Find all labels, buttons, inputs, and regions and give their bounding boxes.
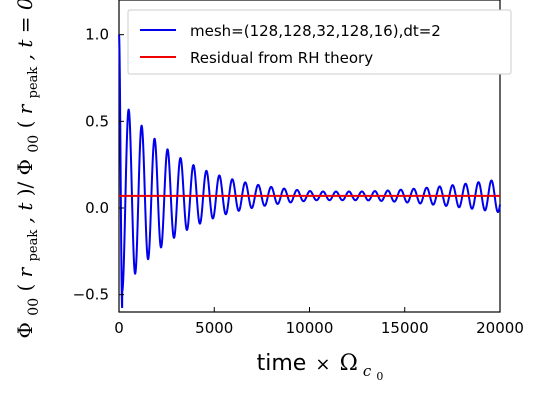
y-title-open: ( [13,284,37,292]
y-tick-label: 0.5 [85,112,109,130]
legend-label-residual: Residual from RH theory [190,49,373,67]
y-title-comma-t: , t [13,202,37,224]
y-title-r-2: r [13,103,37,114]
y-title-sub00: 00 [26,298,42,316]
x-tick-label: 5000 [195,319,233,337]
y-title-open-2: ( [13,121,37,129]
y-title-phi: Φ [13,322,37,338]
x-tick-label: 10000 [286,319,334,337]
y-tick-label: 1.0 [85,26,109,44]
legend: mesh=(128,128,32,128,16),dt=2 Residual f… [127,9,512,75]
x-axis-title-omega: Ω [340,351,358,376]
y-title-peak-2: peak [26,67,41,99]
y-tick-label: −0.5 [73,286,109,304]
legend-label-mesh: mesh=(128,128,32,128,16),dt=2 [190,22,441,40]
y-tick-label: 0.0 [85,199,109,217]
y-title-peak: peak [26,230,41,262]
y-title-r: r [13,266,37,277]
x-axis-title-times: × [315,354,330,375]
x-axis-title: time × Ω c 0 [257,351,384,383]
y-title-sub00-2: 00 [26,135,42,153]
x-axis-title-sub-0: 0 [376,370,383,383]
y-title-slash: )/ [13,181,37,196]
x-tick-label: 20000 [476,319,524,337]
legend-box [127,9,512,75]
y-title-phi-2: Φ [13,159,37,175]
x-tick-label: 0 [114,319,124,337]
x-tick-label: 15000 [381,319,429,337]
y-title-t0: , t = 0) [13,0,37,60]
series-line-mesh [118,34,501,309]
x-axis-title-time: time [257,351,307,376]
y-axis-title: Φ 00 ( r peak , t )/ Φ 00 ( r peak , t =… [13,0,43,338]
x-axis-title-sub-c: c [363,362,372,380]
